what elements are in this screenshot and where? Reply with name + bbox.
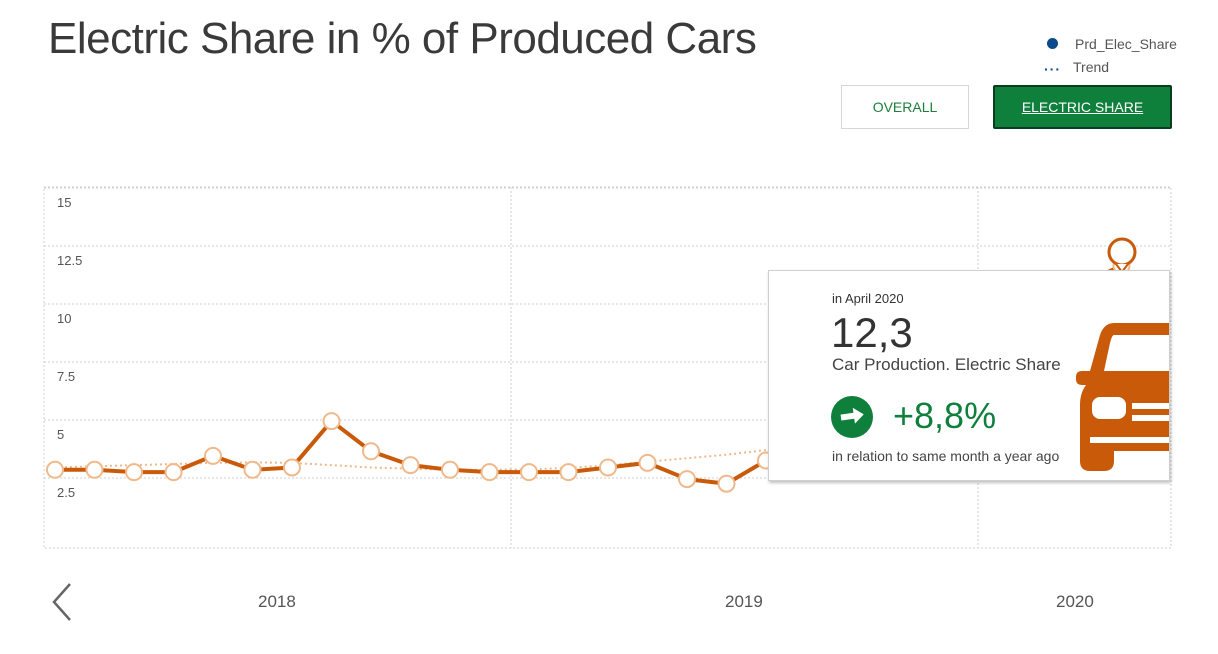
car-icon xyxy=(1074,313,1169,480)
legend-series-label: Prd_Elec_Share xyxy=(1075,35,1177,52)
data-point[interactable] xyxy=(362,442,380,461)
data-point[interactable] xyxy=(599,458,617,477)
tooltip-change: +8,8% xyxy=(893,395,997,436)
data-point[interactable] xyxy=(125,463,143,482)
data-point[interactable] xyxy=(204,446,222,465)
data-point[interactable] xyxy=(46,460,64,479)
tooltip-period: in April 2020 xyxy=(832,291,904,306)
legend-item-series[interactable]: Prd_Elec_Share xyxy=(1044,32,1177,55)
x-tick-year-2018: 2018 xyxy=(258,592,296,611)
electric-share-button[interactable]: ELECTRIC SHARE xyxy=(993,85,1172,129)
y-tick-label: 10 xyxy=(57,311,71,326)
highlighted-point[interactable] xyxy=(1107,237,1137,267)
data-point[interactable] xyxy=(678,470,696,489)
legend-dot-icon xyxy=(1047,38,1058,49)
data-point[interactable] xyxy=(401,456,420,475)
y-axis-ticks: 15 12.5 10 7.5 5 2.5 xyxy=(57,195,82,500)
data-point[interactable] xyxy=(559,463,578,482)
legend-dotted-line-icon: ··· xyxy=(1044,60,1061,77)
x-tick-year-2019: 2019 xyxy=(725,592,763,611)
data-tooltip: in April 2020 12,3 Car Production. Elect… xyxy=(768,270,1170,481)
arrow-right-icon xyxy=(831,396,873,438)
tooltip-relation: in relation to same month a year ago xyxy=(832,448,1060,464)
data-point[interactable] xyxy=(322,412,341,431)
overall-button[interactable]: OVERALL xyxy=(841,85,969,129)
data-point[interactable] xyxy=(480,463,499,482)
data-point[interactable] xyxy=(441,460,459,479)
chart-legend: Prd_Elec_Share ··· Trend xyxy=(1044,32,1177,78)
previous-arrow-icon[interactable] xyxy=(48,580,82,624)
tooltip-value: 12,3 xyxy=(831,309,913,356)
data-point[interactable] xyxy=(283,458,301,477)
y-tick-label: 2.5 xyxy=(57,485,75,500)
legend-item-trend[interactable]: ··· Trend xyxy=(1044,55,1177,78)
y-tick-label: 15 xyxy=(57,195,71,210)
data-point[interactable] xyxy=(164,463,183,482)
data-point[interactable] xyxy=(638,453,657,472)
page-title: Electric Share in % of Produced Cars xyxy=(48,14,757,63)
data-point[interactable] xyxy=(520,463,538,482)
tooltip-label: Car Production. Electric Share xyxy=(832,355,1061,374)
data-point[interactable] xyxy=(85,460,104,479)
y-tick-label: 12.5 xyxy=(57,253,82,268)
y-tick-label: 7.5 xyxy=(57,369,75,384)
hover-marker xyxy=(1107,237,1137,274)
legend-trend-label: Trend xyxy=(1073,58,1110,75)
data-point[interactable] xyxy=(717,474,736,493)
data-point[interactable] xyxy=(243,460,262,479)
y-tick-label: 5 xyxy=(57,427,64,442)
x-tick-year-2020: 2020 xyxy=(1056,592,1094,611)
